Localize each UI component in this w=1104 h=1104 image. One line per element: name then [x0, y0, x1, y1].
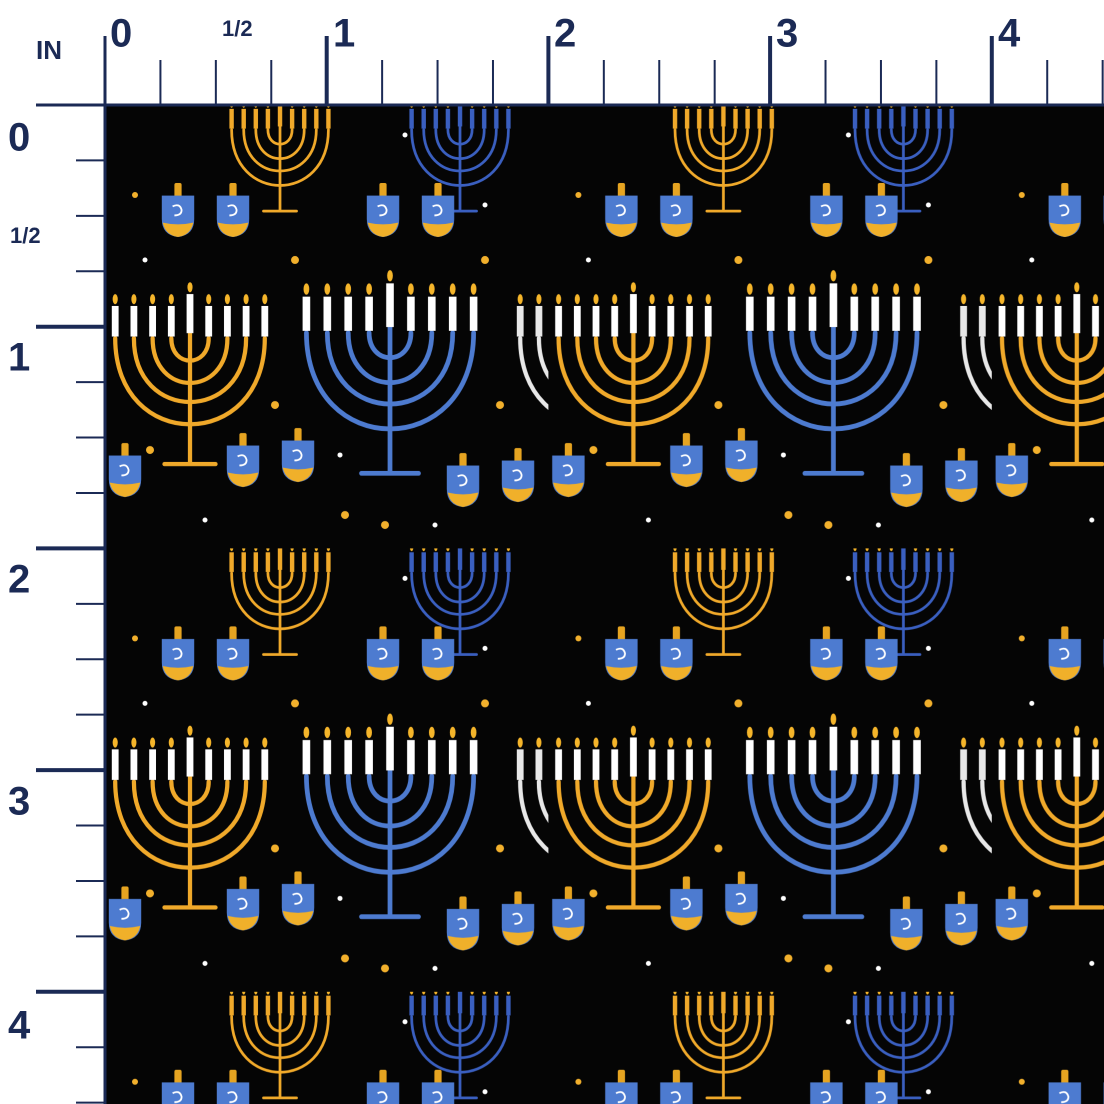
ruler: IN 0 1/2 1 2 3 4 0 1/2 1 2 3 4: [8, 12, 1104, 1104]
top-label: 1/2: [222, 16, 253, 41]
left-label: 3: [8, 780, 30, 824]
top-label: 4: [998, 12, 1021, 56]
top-label: 3: [776, 12, 798, 56]
left-label: 4: [8, 1004, 31, 1048]
left-label: 0: [8, 116, 30, 160]
left-label: 1: [8, 336, 30, 380]
top-label: 0: [110, 12, 132, 56]
top-label: 2: [554, 12, 576, 56]
unit-label: IN: [36, 35, 62, 65]
fabric-pattern: [105, 105, 1104, 1104]
top-label: 1: [333, 12, 355, 56]
left-label: 1/2: [10, 223, 41, 248]
left-label: 2: [8, 558, 30, 602]
